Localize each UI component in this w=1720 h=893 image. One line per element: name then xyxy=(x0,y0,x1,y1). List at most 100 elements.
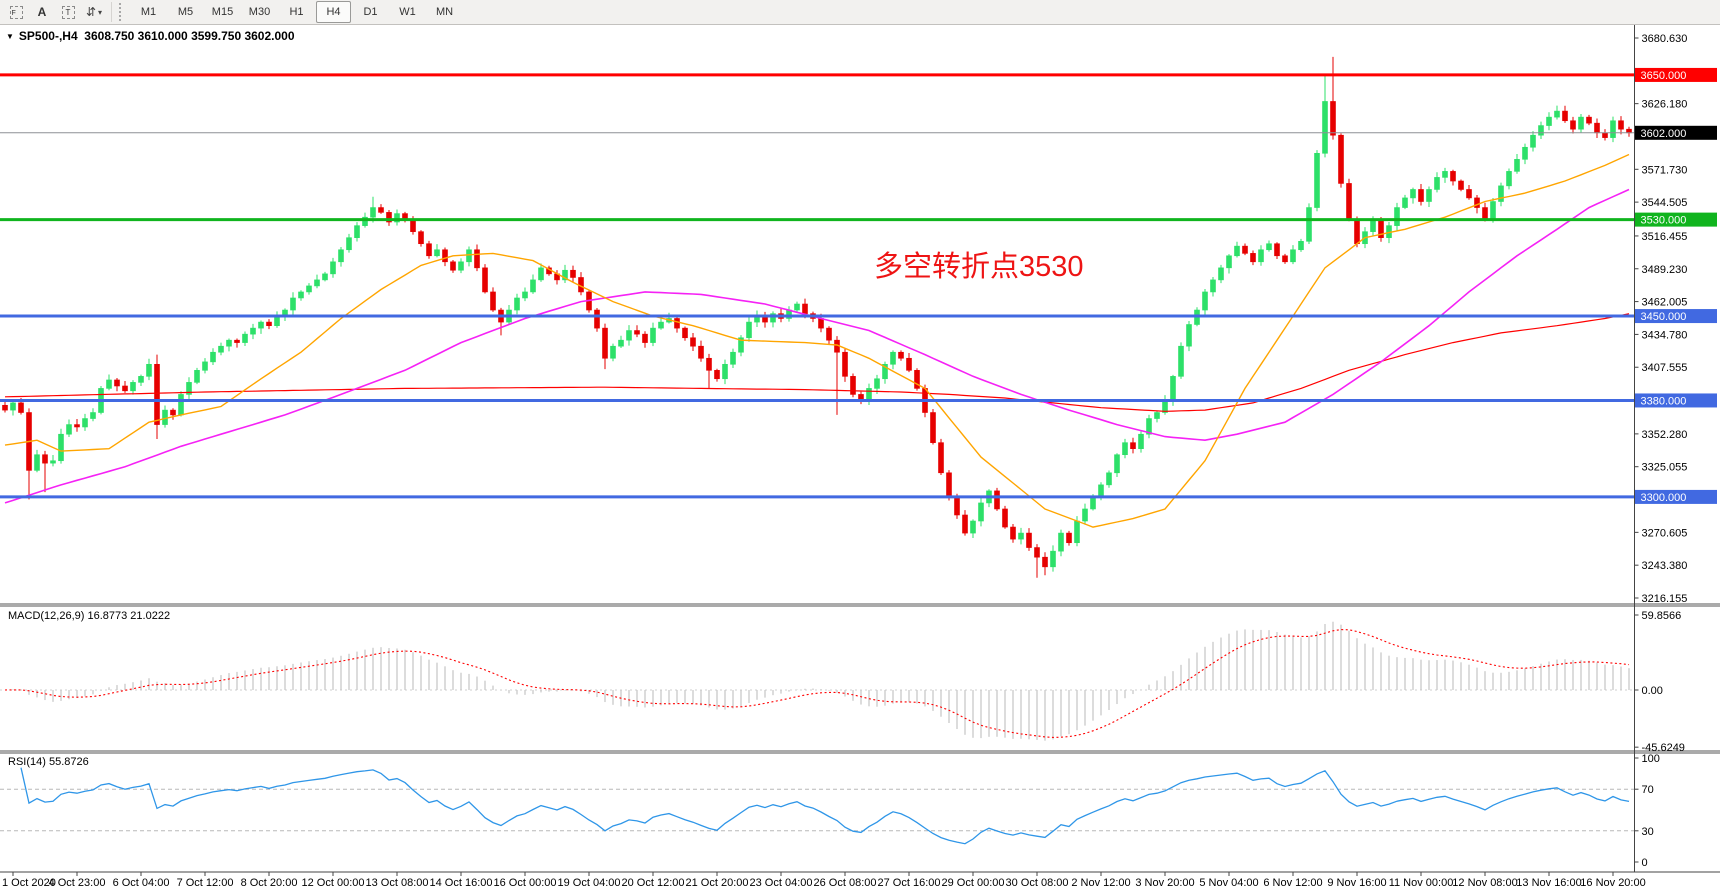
text-label-button[interactable]: A xyxy=(30,1,54,23)
time-tick-label: 19 Oct 04:00 xyxy=(558,877,621,889)
timeframe-button-W1[interactable]: W1 xyxy=(399,6,416,18)
candle-body xyxy=(1426,189,1432,202)
time-tick-label: 5 Nov 04:00 xyxy=(1199,877,1258,889)
price-badge-3650.000: 3650.000 xyxy=(1635,67,1717,82)
candle-body xyxy=(490,291,496,311)
ma-slow-line xyxy=(4,313,1630,412)
candle-body xyxy=(1434,177,1440,190)
candle-body xyxy=(730,351,736,365)
arrows-tool-button[interactable]: ⇵ ▾ xyxy=(82,1,106,23)
candle-body xyxy=(306,285,312,293)
price-tick-label: 3325.055 xyxy=(1642,462,1688,474)
candle-body xyxy=(674,318,680,329)
toolbar-drag-handle[interactable] xyxy=(119,3,125,21)
candle-body xyxy=(938,442,944,474)
timeframe-button-H4[interactable]: H4 xyxy=(316,1,351,23)
timeframe-button-M15[interactable]: M15 xyxy=(211,6,234,18)
candle-body xyxy=(642,333,648,343)
candle-body xyxy=(1202,291,1208,311)
candle-body xyxy=(1570,120,1576,130)
candle-body xyxy=(514,297,520,311)
candle-body xyxy=(1458,180,1464,190)
candle-body xyxy=(818,318,824,329)
symbol-info-line: ▼ SP500-,H4 3608.750 3610.000 3599.750 36… xyxy=(6,29,295,43)
timeframe-group: M1 M5 M15 M30 H1 H4 D1 W1 MN xyxy=(130,1,463,23)
timeframe-button-H1[interactable]: H1 xyxy=(289,6,304,18)
price-chart-canvas[interactable]: 3680.630 3626.180 3571.730 3544.505 3516.455… xyxy=(0,25,1720,893)
candle-body xyxy=(74,424,80,428)
frame-tool-button[interactable]: F xyxy=(4,1,28,23)
candle-body xyxy=(162,409,168,425)
candle-body xyxy=(898,351,904,359)
candle-body xyxy=(450,261,456,271)
candle-body xyxy=(218,345,224,353)
time-tick-label: 3 Nov 20:00 xyxy=(1135,877,1194,889)
candle-body xyxy=(1290,249,1296,263)
candle-body xyxy=(1186,324,1192,347)
time-tick-label: 16 Oct 00:00 xyxy=(494,877,557,889)
candle-body xyxy=(1554,110,1560,118)
macd-tick-label: 59.8566 xyxy=(1642,610,1682,622)
candle-body xyxy=(370,207,376,218)
candle-body xyxy=(1114,454,1120,474)
price-badge-text: 3450.000 xyxy=(1641,311,1687,323)
candle-body xyxy=(1298,241,1304,251)
candle-body xyxy=(1330,101,1336,136)
candle-body xyxy=(1234,245,1240,257)
candle-body xyxy=(250,327,256,335)
candle-body xyxy=(50,460,56,464)
candle-body xyxy=(1482,207,1488,220)
candle-body xyxy=(266,321,272,327)
price-tick-label: 3516.455 xyxy=(1642,231,1688,243)
timeframe-button-MN[interactable]: MN xyxy=(435,6,454,18)
candle-body xyxy=(1586,116,1592,124)
timeframe-button-M5[interactable]: M5 xyxy=(177,6,194,18)
candle-body xyxy=(842,351,848,377)
candle-body xyxy=(1050,550,1056,568)
candle-body xyxy=(1074,520,1080,544)
candle-body xyxy=(130,382,136,392)
candle-body xyxy=(1530,134,1536,148)
candle-body xyxy=(1562,110,1568,122)
arrows-icon: ⇵ xyxy=(85,5,97,19)
candle-body xyxy=(466,249,472,263)
candle-body xyxy=(1410,189,1416,199)
candle-body xyxy=(82,418,88,428)
candle-body xyxy=(1058,532,1064,552)
candle-body xyxy=(1466,189,1472,199)
candle-body xyxy=(1418,189,1424,202)
price-badge-3450.000: 3450.000 xyxy=(1635,309,1717,324)
ohlc-values: 3608.750 3610.000 3599.750 3602.000 xyxy=(84,29,295,43)
candle-body xyxy=(802,303,808,314)
timeframe-button-M30[interactable]: M30 xyxy=(248,6,271,18)
symbol-dropdown-icon[interactable]: ▼ xyxy=(6,32,14,41)
time-tick-label: 12 Nov 08:00 xyxy=(1452,877,1517,889)
timeframe-button-D1[interactable]: D1 xyxy=(363,6,378,18)
candle-body xyxy=(882,363,888,380)
time-tick-label: 29 Oct 00:00 xyxy=(942,877,1005,889)
time-tick-label: 7 Oct 12:00 xyxy=(177,877,234,889)
candle-body xyxy=(946,472,952,498)
time-tick-label: 26 Oct 08:00 xyxy=(814,877,877,889)
toolbar-separator xyxy=(111,2,112,22)
time-tick-label: 11 Nov 00:00 xyxy=(1389,877,1454,889)
candle-body xyxy=(1258,249,1264,263)
time-tick-label: 8 Oct 20:00 xyxy=(241,877,298,889)
candle-body xyxy=(178,394,184,416)
timeframe-button-M1[interactable]: M1 xyxy=(140,6,157,18)
candle-body xyxy=(314,279,320,287)
candle-body xyxy=(202,361,208,371)
time-tick-label: 14 Oct 16:00 xyxy=(430,877,493,889)
price-axis-labels[interactable]: 3680.630 3626.180 3571.730 3544.505 3516.455… xyxy=(1634,33,1688,605)
time-tick-label: 6 Nov 12:00 xyxy=(1263,877,1322,889)
text-box-button[interactable]: T xyxy=(56,1,80,23)
candle-body xyxy=(1082,508,1088,522)
candle-body xyxy=(570,269,576,278)
candle-body xyxy=(1346,183,1352,220)
candle-body xyxy=(1034,547,1040,558)
candle-body xyxy=(1578,116,1584,130)
chart-text-annotation[interactable]: 多空转折点3530 xyxy=(874,251,1084,283)
price-tick-label: 3626.180 xyxy=(1642,99,1688,111)
candle-body xyxy=(394,213,400,223)
